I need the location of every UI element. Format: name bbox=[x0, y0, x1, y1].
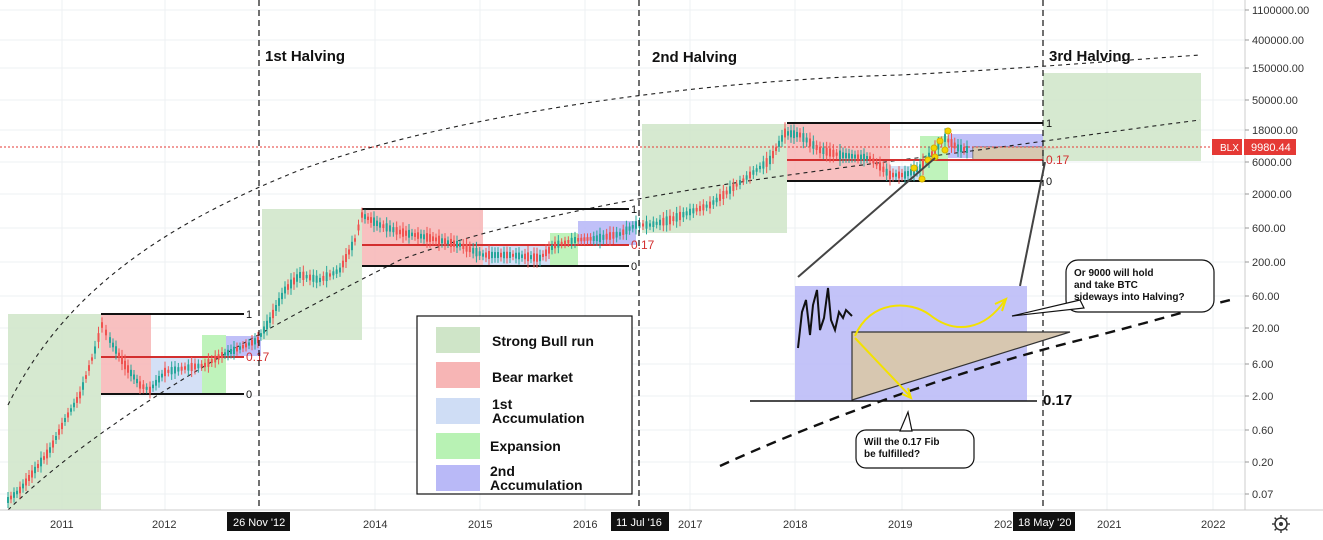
halving-date-3: 18 May '20 bbox=[1018, 517, 1071, 529]
fib-bottom-2: 0 bbox=[631, 261, 637, 273]
legend-label-acc1: 1st Accumulation bbox=[492, 396, 585, 426]
x-tick-label: 2011 bbox=[50, 519, 74, 531]
halving-date-1: 26 Nov '12 bbox=[233, 517, 285, 529]
y-tick-label: 1100000.00 bbox=[1252, 5, 1309, 17]
y-tick-label: 60.00 bbox=[1252, 291, 1280, 303]
x-tick-label: 2021 bbox=[1097, 519, 1121, 531]
y-tick-label: 6000.00 bbox=[1252, 157, 1292, 169]
zone-bear-1 bbox=[101, 314, 151, 394]
x-tick-label: 2017 bbox=[678, 519, 702, 531]
inset-fib-label: 0.17 bbox=[1043, 392, 1072, 409]
halving-title-2: 2nd Halving bbox=[652, 49, 737, 66]
halving-date-2: 11 Jul '16 bbox=[616, 517, 662, 529]
zone-exp-2 bbox=[550, 233, 578, 266]
fib-017-2: 0.17 bbox=[631, 238, 655, 252]
y-tick-label: 200.00 bbox=[1252, 257, 1286, 269]
annotation-bubble-1: Or 9000 will hold and take BTC sideways … bbox=[1074, 268, 1185, 303]
y-axis[interactable]: 1100000.00 400000.00 150000.00 50000.00 1800… bbox=[1244, 0, 1309, 510]
annotation-bubble-2: Will the 0.17 Fib be fulfilled? bbox=[864, 437, 942, 460]
legend-label-acc2: 2nd Accumulation bbox=[490, 463, 583, 493]
y-tick-label: 0.60 bbox=[1252, 425, 1273, 437]
x-tick-label: 2022 bbox=[1201, 519, 1225, 531]
zone-bear-2 bbox=[362, 209, 483, 266]
fib-017-3: 0.17 bbox=[1046, 153, 1070, 167]
fib-top-3: 1 bbox=[1046, 118, 1052, 130]
legend: Strong Bull run Bear market 1st Accumulat… bbox=[416, 315, 633, 495]
fib-top-2: 1 bbox=[631, 204, 637, 216]
fib-017-1: 0.17 bbox=[246, 350, 270, 364]
fib-bottom-1: 0 bbox=[246, 389, 252, 401]
y-tick-label: 0.07 bbox=[1252, 489, 1273, 501]
fib-bottom-3: 0 bbox=[1046, 176, 1052, 188]
inset-illustration: 0.17 Or 9000 will hold and take BTC side… bbox=[719, 157, 1231, 469]
x-tick-label: 2015 bbox=[468, 519, 492, 531]
zone-bull-1 bbox=[8, 314, 101, 510]
halving-title-1: 1st Halving bbox=[265, 48, 345, 65]
phase-zones bbox=[8, 73, 1201, 510]
zone-bear-3 bbox=[787, 123, 890, 181]
y-tick-label: 2.00 bbox=[1252, 391, 1273, 403]
price-value: 9980.44 bbox=[1251, 142, 1291, 154]
x-tick-label: 2019 bbox=[888, 519, 912, 531]
y-tick-label: 50000.00 bbox=[1252, 95, 1298, 107]
yellow-markers bbox=[910, 127, 952, 183]
zone-bull-forecast bbox=[1043, 73, 1201, 161]
y-tick-label: 2000.00 bbox=[1252, 189, 1292, 201]
legend-label-exp: Expansion bbox=[490, 438, 561, 454]
x-axis[interactable]: 2011 2012 2014 2015 2016 2017 2018 2019 202 2021 2… bbox=[0, 509, 1323, 531]
fib-top-1: 1 bbox=[246, 309, 252, 321]
halving-title-3: 3rd Halving bbox=[1049, 48, 1131, 65]
y-tick-label: 18000.00 bbox=[1252, 125, 1298, 137]
y-tick-label: 600.00 bbox=[1252, 223, 1286, 235]
y-tick-label: 6.00 bbox=[1252, 359, 1273, 371]
y-tick-label: 150000.00 bbox=[1252, 63, 1304, 75]
y-tick-label: 0.20 bbox=[1252, 457, 1273, 469]
y-tick-label: 20.00 bbox=[1252, 323, 1280, 335]
trend-curves bbox=[7, 54, 1201, 511]
fib-lines bbox=[101, 122, 1043, 395]
x-tick-label: 2012 bbox=[152, 519, 176, 531]
zone-bull-2 bbox=[262, 209, 362, 340]
legend-label-bull: Strong Bull run bbox=[492, 333, 594, 349]
halving-date-boxes: 26 Nov '12 11 Jul '16 18 May '20 bbox=[227, 512, 1075, 531]
x-tick-label: 2014 bbox=[363, 519, 387, 531]
x-tick-label: 2018 bbox=[783, 519, 807, 531]
x-tick-label: 2016 bbox=[573, 519, 597, 531]
legend-label-bear: Bear market bbox=[492, 369, 573, 385]
x-tick-label: 202 bbox=[994, 519, 1012, 531]
fib-labels: 1 0.17 0 1 0.17 0 1 0.17 0 bbox=[246, 118, 1070, 401]
halving-lines bbox=[258, 0, 1044, 510]
y-tick-label: 400000.00 bbox=[1252, 35, 1304, 47]
price-tag: BLX 9980.44 bbox=[1212, 139, 1296, 155]
symbol-label: BLX bbox=[1220, 143, 1239, 154]
gear-icon[interactable] bbox=[1272, 515, 1290, 533]
price-candles bbox=[7, 122, 968, 508]
